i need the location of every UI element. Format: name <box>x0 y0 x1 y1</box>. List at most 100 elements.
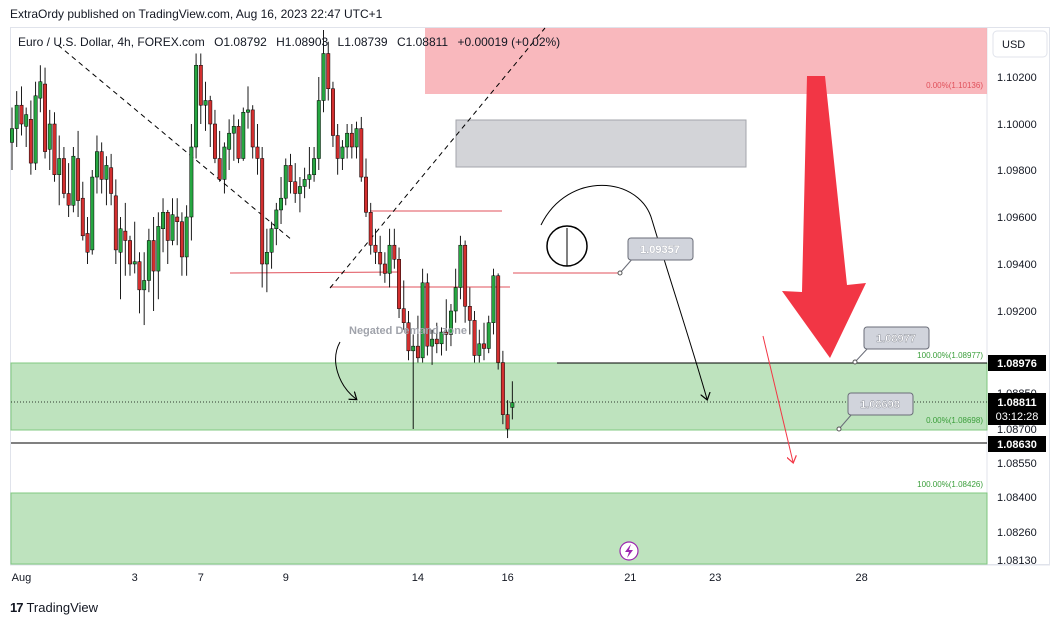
thin-red-arrow <box>762 335 793 462</box>
candle-body <box>132 261 137 265</box>
candle-body <box>80 197 85 237</box>
callout-dot-3 <box>836 426 842 432</box>
candle-body <box>500 362 505 415</box>
candle-body <box>123 230 128 241</box>
callout-connector-3 <box>838 413 853 430</box>
time-tick-label: 7 <box>198 572 204 584</box>
candle-body <box>331 88 335 136</box>
price-tick-label: 1.08550 <box>997 458 1037 470</box>
callout-connector-2 <box>854 347 869 363</box>
price-tick-label: 1.08130 <box>997 555 1037 567</box>
candle-body <box>482 343 486 349</box>
candle-body <box>312 158 317 175</box>
candle-body <box>236 126 241 159</box>
candle-body <box>279 197 283 211</box>
fib-label-3: 0.00%(1.08698) <box>926 416 983 425</box>
candle-body <box>401 308 406 323</box>
candle-body <box>397 259 401 309</box>
candle-body <box>477 343 482 356</box>
lightning-icon[interactable] <box>619 541 639 561</box>
ohlc-close: C1.08811 <box>397 35 448 49</box>
candle-body <box>61 158 66 194</box>
demand-zone-lower <box>10 492 988 565</box>
candle-body <box>260 158 265 265</box>
candle-body <box>496 275 501 363</box>
candle-body <box>137 261 142 291</box>
candle-body <box>411 345 416 352</box>
price-tick-label: 1.10200 <box>997 72 1037 84</box>
candle-body <box>184 216 189 258</box>
candle-body <box>392 244 397 260</box>
candle-body <box>510 402 515 408</box>
candle-body <box>283 165 288 199</box>
price-tick-label: 1.09600 <box>997 212 1037 224</box>
candle-body <box>198 65 203 106</box>
candle-body <box>444 331 449 335</box>
fib-label-1: 0.00%(1.10136) <box>926 81 983 90</box>
candle-body <box>14 104 19 129</box>
candle-body <box>170 214 175 241</box>
candle-body <box>486 322 491 349</box>
candle-body <box>467 306 472 321</box>
candle-body <box>449 310 453 335</box>
symbol-name: Euro / U.S. Dollar, 4h, FOREX.com <box>18 35 205 49</box>
callout-3[interactable]: 1.08698 <box>847 392 914 416</box>
candle-body <box>491 275 496 323</box>
candle-body <box>316 100 321 159</box>
candle-body <box>213 123 217 159</box>
price-tick-label: 1.09200 <box>997 306 1037 318</box>
callout-3-label: 1.08698 <box>860 399 900 411</box>
callout-1[interactable]: 1.09357 <box>627 237 694 261</box>
candle-body <box>33 95 38 164</box>
candle-body <box>161 212 165 230</box>
callout-2-label: 1.08977 <box>876 333 916 345</box>
symbol-legend: Euro / U.S. Dollar, 4h, FOREX.com O1.087… <box>18 35 560 49</box>
time-tick-label: 9 <box>283 572 289 584</box>
time-tick-label: Aug <box>12 572 32 584</box>
price-axis[interactable]: 1.10200 1.10000 1.09800 1.09600 1.09400 1.092… <box>997 72 1037 567</box>
candle-body <box>47 123 52 150</box>
price-tag-108630: 1.08630 <box>988 436 1046 452</box>
ohlc-low: L1.08739 <box>338 35 388 49</box>
candle-body <box>373 244 378 253</box>
candle-body <box>463 244 468 307</box>
candle-body <box>217 158 222 180</box>
candle-body <box>66 193 71 206</box>
candle-body <box>246 109 250 113</box>
price-tick-label: 1.09400 <box>997 259 1037 271</box>
time-axis[interactable]: Aug 3 7 9 14 16 21 23 28 <box>12 572 868 584</box>
candle-body <box>378 252 383 265</box>
candle-body <box>293 181 298 194</box>
candle-body <box>38 81 43 99</box>
price-tick-label: 1.08400 <box>997 492 1037 504</box>
candle-body <box>241 112 246 159</box>
candle-body <box>203 100 208 106</box>
supply-zone <box>425 28 987 94</box>
tradingview-footer[interactable]: 17 TradingView <box>10 600 98 615</box>
callout-2[interactable]: 1.08977 <box>863 326 930 350</box>
candle-body <box>434 338 439 345</box>
price-tick-label: 1.09800 <box>997 165 1037 177</box>
big-red-arrow-icon <box>782 76 866 358</box>
candle-body <box>297 186 302 194</box>
currency-button[interactable]: USD <box>992 30 1048 58</box>
candle-body <box>269 228 274 253</box>
callout-dot-1 <box>617 270 623 276</box>
price-tag-108976-label: 1.08976 <box>997 358 1037 370</box>
last-price-label: 1.08811 <box>997 397 1036 409</box>
candle-body <box>57 158 62 175</box>
candle-body <box>99 151 104 180</box>
price-tick-label: 1.08260 <box>997 527 1037 539</box>
projection-curve <box>540 184 707 399</box>
change-value: +0.00019 (+0.02%) <box>457 35 560 49</box>
candle-body <box>227 132 232 150</box>
candle-body <box>340 146 345 159</box>
ohlc-open: O1.08792 <box>214 35 267 49</box>
demand-zone-upper <box>10 362 988 431</box>
candle-body <box>76 158 81 201</box>
candle-body <box>382 263 387 274</box>
candle-body <box>71 155 76 206</box>
fib-label-4: 100.00%(1.08426) <box>917 480 983 489</box>
price-tick-label: 1.10000 <box>997 119 1037 131</box>
